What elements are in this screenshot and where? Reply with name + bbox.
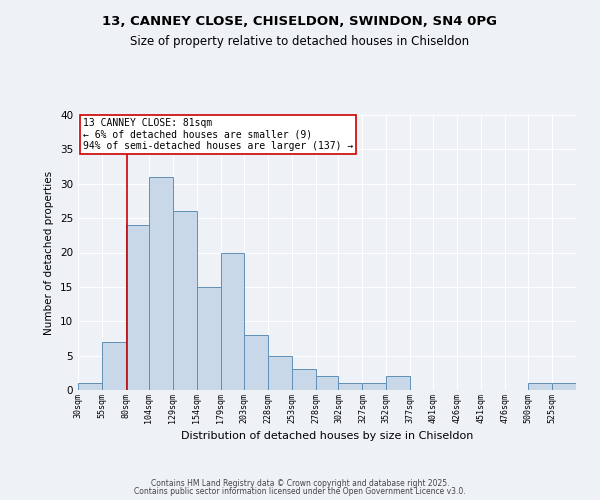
Y-axis label: Number of detached properties: Number of detached properties: [44, 170, 55, 334]
Bar: [149, 177, 173, 390]
Text: Contains public sector information licensed under the Open Government Licence v3: Contains public sector information licen…: [134, 487, 466, 496]
Bar: [552, 383, 576, 390]
Bar: [126, 225, 149, 390]
Text: Contains HM Land Registry data © Crown copyright and database right 2025.: Contains HM Land Registry data © Crown c…: [151, 478, 449, 488]
Bar: [362, 383, 386, 390]
Bar: [173, 211, 197, 390]
Bar: [268, 356, 292, 390]
Bar: [316, 376, 338, 390]
Bar: [244, 335, 268, 390]
X-axis label: Distribution of detached houses by size in Chiseldon: Distribution of detached houses by size …: [181, 431, 473, 441]
Bar: [221, 252, 244, 390]
Text: 13, CANNEY CLOSE, CHISELDON, SWINDON, SN4 0PG: 13, CANNEY CLOSE, CHISELDON, SWINDON, SN…: [103, 15, 497, 28]
Bar: [78, 383, 102, 390]
Bar: [386, 376, 410, 390]
Bar: [292, 370, 316, 390]
Bar: [197, 287, 221, 390]
Bar: [338, 383, 362, 390]
Text: 13 CANNEY CLOSE: 81sqm
← 6% of detached houses are smaller (9)
94% of semi-detac: 13 CANNEY CLOSE: 81sqm ← 6% of detached …: [83, 118, 353, 151]
Text: Size of property relative to detached houses in Chiseldon: Size of property relative to detached ho…: [130, 35, 470, 48]
Bar: [102, 342, 126, 390]
Bar: [528, 383, 552, 390]
